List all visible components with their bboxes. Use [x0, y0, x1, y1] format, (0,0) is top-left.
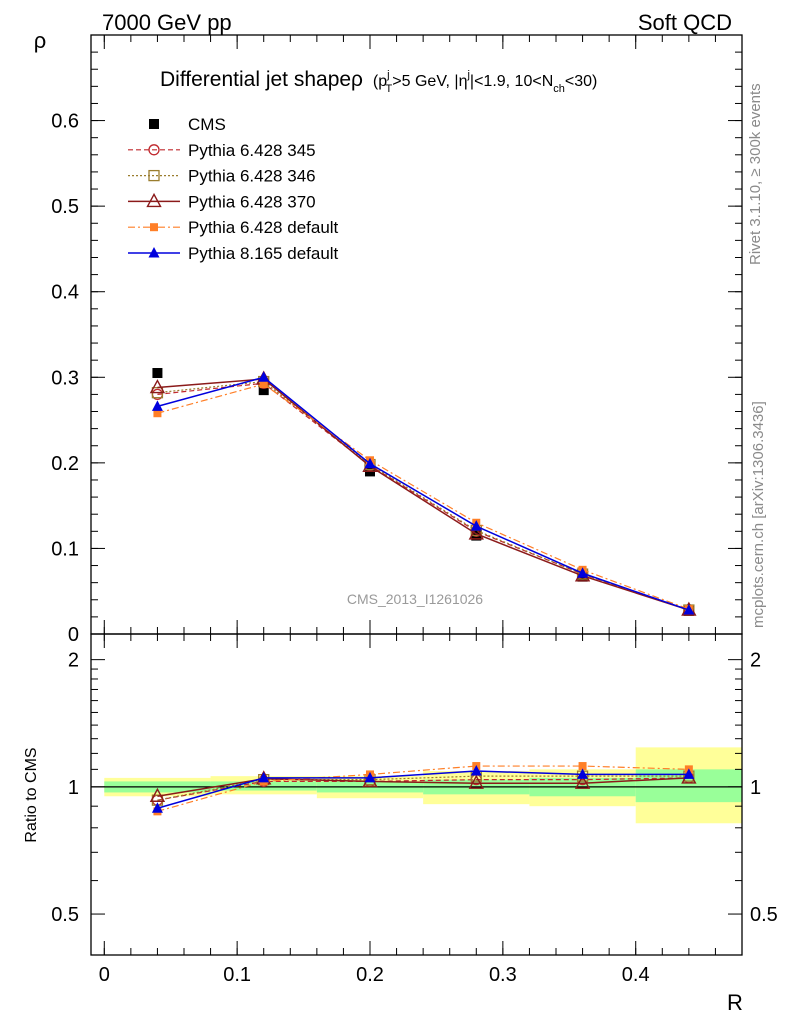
legend-marker-p345 [148, 144, 160, 156]
chart-title: Differential jet shapeρ (pj T>5 GeV, |ηj|… [160, 68, 597, 95]
chart-title-detail: (pj T>5 GeV, |ηj|<1.9, 10<Nch<30) [373, 69, 597, 95]
ratio-line-p345 [157, 777, 689, 801]
main-point-p8def [577, 567, 589, 578]
ratio-line-p6def [157, 765, 689, 812]
main-point-cms [258, 385, 269, 396]
ratio-series-p8def [151, 765, 695, 813]
legend-label-p8def: Pythia 8.165 default [188, 244, 339, 263]
xtick-label: 0.2 [356, 964, 384, 986]
main-point-p8def [258, 371, 270, 382]
legend-marker-p346 [148, 169, 160, 182]
ratio-point-p8def [151, 802, 163, 813]
main-line-p8def [157, 376, 690, 611]
main-point-cms [152, 368, 163, 379]
legend-label-p370: Pythia 6.428 370 [188, 192, 316, 211]
main-ytick-label: 0.4 [51, 282, 79, 304]
ratio-point-p8def [577, 768, 589, 779]
main-series-p8def [151, 371, 695, 615]
ratio-point-p8def [470, 765, 482, 776]
legend-marker-p370 [146, 192, 162, 208]
xtick-label: 0.4 [622, 964, 650, 986]
main-series-group [149, 368, 697, 616]
main-ytick-label: 0.5 [51, 196, 79, 218]
main-line-p345 [157, 382, 690, 611]
main-point-p8def [364, 457, 376, 469]
legend-entry-p346: Pythia 6.428 346 [128, 167, 316, 186]
legend-marker-p6def [150, 223, 158, 232]
legend-entry-p8def: Pythia 8.165 default [128, 244, 339, 263]
ratio-ytick-label-left: 2 [68, 650, 79, 672]
x-axis-label: R [727, 990, 743, 1015]
main-series-p370 [149, 370, 697, 616]
main-point-p370 [149, 379, 166, 394]
ratio-uncertainty-bands [91, 747, 742, 824]
category-label: Soft QCD [638, 10, 732, 35]
main-point-p370 [468, 525, 484, 540]
main-point-p8def [470, 520, 482, 531]
main-y-axis-label: ρ [34, 28, 47, 53]
main-ytick-label: 0.3 [51, 367, 79, 389]
ratio-ytick-label-left: 0.5 [51, 904, 79, 926]
legend-marker-p8def [148, 247, 160, 258]
ratio-series-group [149, 762, 697, 816]
ratio-ytick-label-right: 1 [750, 777, 761, 799]
main-series-p345 [151, 377, 695, 616]
ratio-point-p8def [258, 771, 270, 783]
axes-group: 0 0.1 0.2 0.3 0.4 0.5 0.6 0.5 0.5 1 1 2 2 0 0.1 0.2 0.3 0… [51, 34, 778, 986]
ratio-ytick-label-right: 0.5 [750, 904, 778, 926]
legend-entry-cms: CMS [149, 115, 226, 134]
ratio-frame [90, 633, 743, 956]
legend-marker-cms [149, 119, 159, 129]
main-series-p6def [153, 380, 693, 614]
main-point-p6def [259, 380, 268, 389]
legend-label-p345: Pythia 6.428 345 [188, 141, 316, 160]
legend-entry-p6def: Pythia 6.428 default [128, 218, 339, 237]
main-ytick-label: 0.2 [51, 453, 79, 475]
main-ytick-label: 0.1 [51, 538, 79, 560]
ratio-point-p370 [574, 774, 591, 789]
main-line-p6def [157, 383, 690, 610]
mcplots-label: mcplots.cern.ch [arXiv:1306.3436] [750, 401, 767, 628]
analysis-watermark: CMS_2013_I1261026 [347, 591, 483, 607]
main-ytick-label: 0.6 [51, 111, 79, 133]
ratio-ytick-label-right: 2 [750, 650, 761, 672]
ratio-point-p6def [578, 762, 587, 771]
xtick-label: 0 [99, 964, 110, 986]
legend: CMS Pythia 6.428 345 Pythia 6.428 346 Pythi… [128, 115, 339, 263]
main-line-p370 [157, 378, 690, 611]
chart-title-main: Differential jet shapeρ [160, 68, 363, 91]
main-point-p6def [153, 409, 162, 418]
legend-label-p346: Pythia 6.428 346 [188, 167, 316, 186]
energy-label: 7000 GeV pp [102, 10, 232, 35]
xtick-label: 0.3 [489, 964, 517, 986]
legend-label-cms: CMS [188, 115, 226, 134]
main-point-p8def [683, 604, 695, 615]
ratio-point-p370 [468, 774, 484, 789]
rivet-label: Rivet 3.1.10, ≥ 300k events [747, 83, 764, 265]
ratio-line-p370 [157, 777, 689, 798]
legend-entry-p370: Pythia 6.428 370 [128, 192, 316, 211]
ratio-line-p8def [157, 770, 689, 809]
main-point-p8def [151, 400, 163, 411]
ratio-point-p370 [149, 787, 166, 802]
main-ytick-label: 0 [68, 624, 79, 646]
ratio-line-p346 [157, 775, 689, 801]
legend-label-p6def: Pythia 6.428 default [188, 218, 339, 237]
ratio-point-p8def [364, 771, 376, 783]
legend-entry-p345: Pythia 6.428 345 [128, 141, 316, 160]
xtick-label: 0.1 [223, 964, 251, 986]
ratio-y-axis-label: Ratio to CMS [23, 747, 40, 842]
ratio-point-p8def [683, 768, 695, 779]
ratio-ytick-label-left: 1 [68, 777, 79, 799]
